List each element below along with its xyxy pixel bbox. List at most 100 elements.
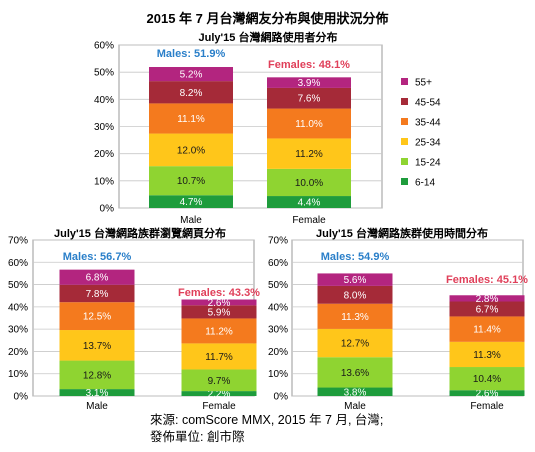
data-label: 3.8% (344, 387, 367, 398)
bar-segment-male-45-54 (59, 284, 135, 303)
data-label: 8.2% (180, 88, 203, 99)
data-label: 11.0% (295, 119, 323, 130)
data-label: 11.4% (473, 325, 501, 336)
bar-segment-female-35-44 (449, 316, 525, 342)
bar-segment-male-25-34 (59, 330, 135, 361)
bar-segment-male-55+ (149, 67, 233, 82)
page-title: 2015 年 7 月台灣網友分布與使用狀況分佈 (146, 11, 389, 26)
x-category-label: Male (180, 215, 202, 226)
legend-swatch-35-44 (401, 118, 408, 125)
data-label: 5.6% (344, 275, 367, 286)
legend-label-35-44: 35-44 (415, 118, 441, 129)
bar-segment-male-25-34 (149, 133, 233, 167)
bar-segment-male-15-24 (149, 166, 233, 196)
data-label: 6.8% (86, 273, 109, 284)
data-label: 3.1% (86, 388, 109, 399)
data-label: 4.4% (298, 198, 321, 209)
data-label: 2.6% (476, 389, 499, 400)
source-line: 來源: comScore MMX, 2015 年 7 月, 台灣; (150, 413, 384, 427)
data-label: 10.4% (473, 374, 501, 385)
males-share-label: Males: 54.9% (321, 251, 390, 263)
bar-segment-male-35-44 (149, 103, 233, 134)
bar-segment-female-45-54 (449, 301, 525, 317)
data-label: 11.2% (205, 326, 233, 337)
y-tick-label: 0% (100, 204, 115, 215)
y-tick-label: 60% (8, 258, 28, 269)
bar-segment-male-6-14 (317, 387, 393, 396)
females-share-label: Females: 45.1% (446, 274, 528, 286)
y-tick-label: 30% (94, 122, 114, 133)
data-label: 11.3% (341, 312, 369, 323)
data-label: 9.7% (208, 376, 231, 387)
data-label: 2.2% (208, 389, 231, 400)
bar-segment-female-25-34 (449, 341, 525, 368)
source-note: 來源: comScore MMX, 2015 年 7 月, 台灣; 發佈單位: … (150, 412, 383, 446)
data-label: 6.7% (476, 304, 499, 315)
x-category-label: Female (202, 401, 236, 412)
data-label: 2.8% (476, 294, 499, 305)
bar-segment-male-45-54 (317, 285, 393, 304)
bar-segment-female-15-24 (181, 369, 257, 392)
bar-segment-male-25-34 (317, 328, 393, 358)
chart-title: July'15 台灣網路族群使用時間分布 (316, 226, 488, 240)
data-label: 10.0% (295, 178, 323, 189)
bar-segment-female-55+ (267, 77, 351, 88)
y-tick-label: 70% (8, 236, 28, 247)
bar-segment-male-15-24 (59, 360, 135, 390)
x-category-label: Female (292, 215, 326, 226)
legend-label-15-24: 15-24 (415, 158, 441, 169)
y-tick-label: 10% (94, 176, 114, 187)
data-label: 11.3% (473, 350, 501, 361)
y-tick-label: 0% (274, 392, 289, 403)
bar-segment-female-45-54 (181, 305, 257, 319)
y-tick-label: 20% (8, 347, 28, 358)
chart-title: July'15 台灣網路使用者分布 (199, 30, 338, 44)
data-label: 13.6% (341, 368, 369, 379)
legend-label-25-34: 25-34 (415, 138, 441, 149)
females-share-label: Females: 43.3% (178, 287, 260, 299)
data-label: 11.7% (205, 352, 233, 363)
data-label: 7.8% (86, 289, 109, 300)
data-label: 12.8% (83, 370, 111, 381)
bar-segment-female-6-14 (449, 390, 525, 396)
y-tick-label: 50% (268, 280, 288, 291)
bar-segment-male-6-14 (149, 195, 233, 208)
males-share-label: Males: 56.7% (63, 251, 132, 263)
data-label: 5.9% (208, 307, 231, 318)
legend-label-45-54: 45-54 (415, 98, 441, 109)
chart-title: July'15 台灣網路族群瀏覽網頁分布 (54, 226, 226, 240)
data-label: 7.6% (298, 94, 321, 105)
bar-segment-female-35-44 (267, 108, 351, 139)
males-share-label: Males: 51.9% (157, 48, 226, 60)
data-label: 11.2% (295, 149, 323, 160)
y-tick-label: 0% (14, 392, 29, 403)
data-label: 4.7% (180, 197, 203, 208)
data-label: 11.1% (177, 114, 205, 125)
y-tick-label: 20% (94, 149, 114, 160)
data-label: 10.7% (177, 176, 205, 187)
bar-segment-female-25-34 (267, 138, 351, 169)
bar-segment-female-55+ (449, 295, 525, 302)
bar-segment-female-15-24 (449, 367, 525, 391)
bar-segment-female-15-24 (267, 168, 351, 197)
y-tick-label: 60% (94, 41, 114, 52)
bar-segment-female-35-44 (181, 318, 257, 344)
data-label: 12.5% (83, 312, 111, 323)
legend-swatch-15-24 (401, 158, 408, 165)
y-tick-label: 40% (94, 95, 114, 106)
y-tick-label: 30% (268, 325, 288, 336)
legend-swatch-25-34 (401, 138, 408, 145)
data-label: 12.7% (341, 339, 369, 350)
y-tick-label: 70% (268, 236, 288, 247)
bar-segment-female-25-34 (181, 343, 257, 370)
bar-segment-male-55+ (317, 273, 393, 286)
y-tick-label: 20% (268, 347, 288, 358)
bar-segment-female-45-54 (267, 87, 351, 109)
females-share-label: Females: 48.1% (268, 59, 350, 71)
y-tick-label: 50% (8, 280, 28, 291)
bar-segment-female-6-14 (181, 391, 257, 396)
data-label: 5.2% (180, 70, 203, 81)
data-label: 12.0% (177, 145, 205, 156)
bar-segment-male-6-14 (59, 389, 135, 396)
